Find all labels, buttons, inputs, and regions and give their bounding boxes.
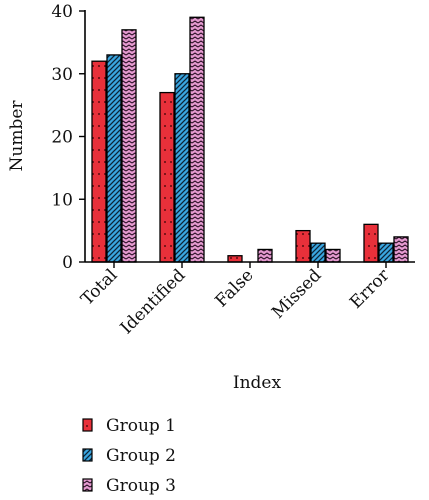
y-tick-label: 10	[51, 190, 73, 210]
bar-identified-group-3	[189, 16, 205, 263]
bar-error-group-1	[363, 223, 379, 263]
x-axis-title: Index	[233, 373, 282, 393]
bar-total-group-2	[106, 54, 122, 263]
bar-missed-group-2	[310, 242, 326, 263]
bar-identified-group-1	[159, 91, 175, 263]
legend-label-group-2: Group 2	[106, 446, 176, 466]
x-tick-label-identified: Identified	[117, 265, 190, 338]
y-tick-label: 0	[62, 253, 73, 273]
y-tick-label: 30	[51, 65, 73, 85]
legend-label-group-3: Group 3	[106, 476, 176, 496]
bar-total-group-3	[121, 29, 137, 263]
x-tick-label-false: False	[212, 265, 258, 311]
x-tick-label-missed: Missed	[268, 265, 326, 323]
bar-false-group-1	[227, 255, 243, 263]
bar-total-group-1	[91, 60, 107, 263]
bar-error-group-2	[378, 242, 394, 263]
y-axis-title: Number	[7, 100, 27, 172]
legend: Group 1 Group 2 Group 3	[82, 416, 176, 496]
y-tick-label: 40	[51, 2, 73, 22]
x-tick-label-error: Error	[346, 265, 394, 313]
bar-false-group-3	[257, 248, 273, 263]
bar-error-group-3	[393, 236, 409, 263]
legend-swatch-group-1	[82, 418, 93, 432]
bar-missed-group-1	[295, 229, 311, 263]
legend-label-group-1: Group 1	[106, 416, 176, 436]
legend-swatch-group-2	[82, 448, 93, 462]
y-tick-label: 20	[51, 128, 73, 148]
bar-identified-group-2	[174, 73, 190, 263]
y-ticks-group: 0 10 20 30 40	[51, 2, 85, 273]
legend-swatch-group-3	[82, 478, 93, 492]
x-tick-label-total: Total	[77, 265, 121, 309]
bar-missed-group-3	[325, 248, 341, 263]
bars-group	[91, 16, 409, 263]
